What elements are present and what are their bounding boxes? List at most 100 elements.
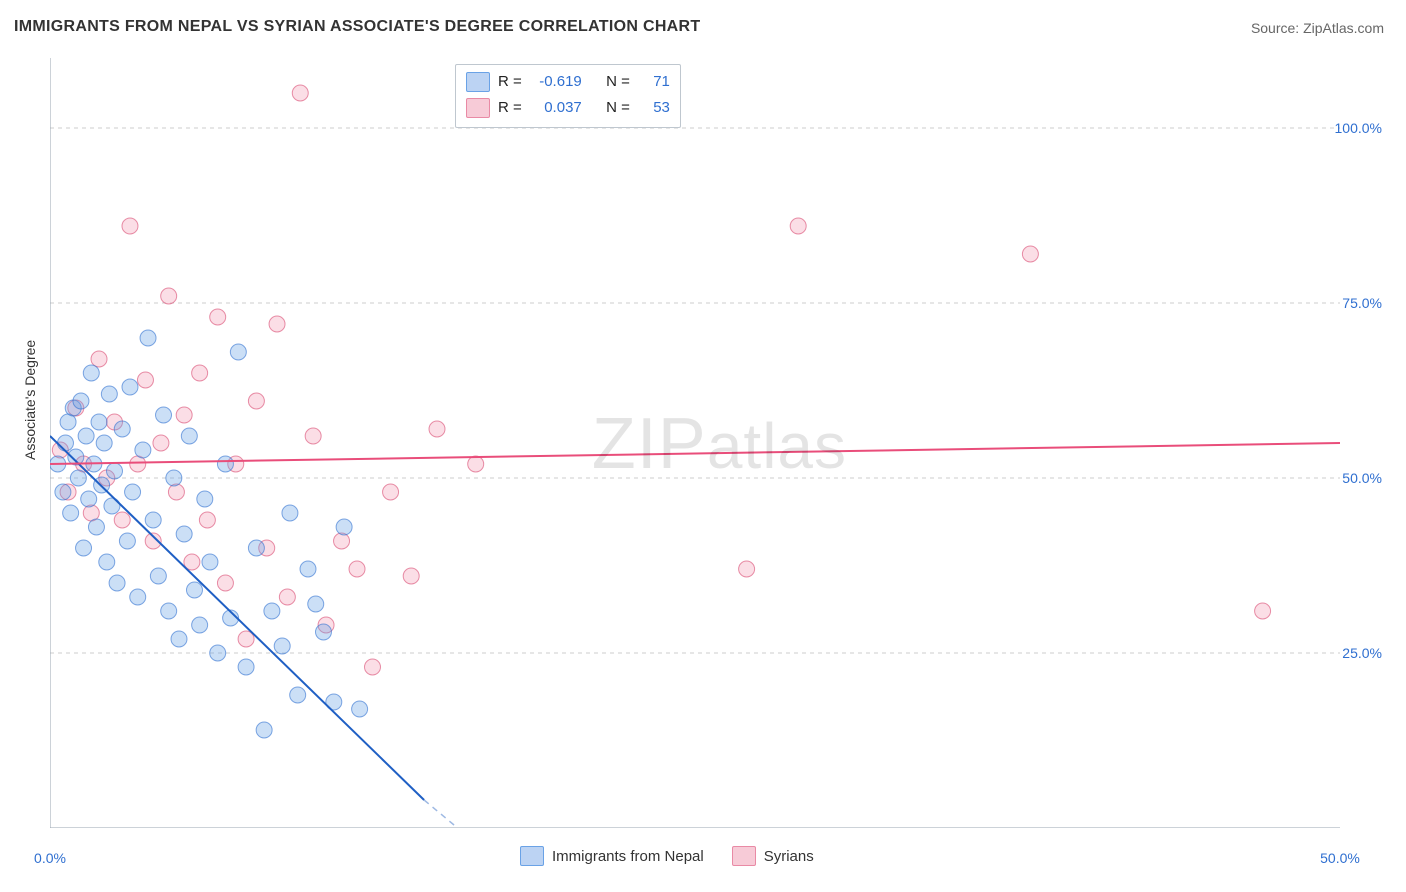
legend-series-label: Syrians	[764, 848, 814, 865]
chart-title: IMMIGRANTS FROM NEPAL VS SYRIAN ASSOCIAT…	[14, 18, 700, 36]
data-point	[114, 512, 130, 528]
data-point	[292, 85, 308, 101]
data-point	[210, 309, 226, 325]
legend-series-label: Immigrants from Nepal	[552, 848, 704, 865]
data-point	[107, 463, 123, 479]
legend-series: Immigrants from Nepal Syrians	[520, 846, 814, 866]
r-value: -0.619	[530, 69, 582, 95]
data-point	[1022, 246, 1038, 262]
data-point	[248, 393, 264, 409]
data-point	[91, 414, 107, 430]
data-point	[238, 659, 254, 675]
n-value: 71	[638, 69, 670, 95]
data-point	[125, 484, 141, 500]
n-label: N =	[606, 95, 630, 121]
data-point	[81, 491, 97, 507]
data-point	[57, 435, 73, 451]
data-point	[217, 456, 233, 472]
legend-stats: R =-0.619 N =71R =0.037 N =53	[455, 64, 681, 128]
data-point	[153, 435, 169, 451]
legend-swatch	[520, 846, 544, 866]
data-point	[166, 470, 182, 486]
data-point	[336, 519, 352, 535]
data-point	[300, 561, 316, 577]
data-point	[334, 533, 350, 549]
data-point	[168, 484, 184, 500]
data-point	[161, 603, 177, 619]
data-point	[199, 512, 215, 528]
data-point	[230, 344, 246, 360]
data-point	[150, 568, 166, 584]
data-point	[202, 554, 218, 570]
r-label: R =	[498, 95, 522, 121]
data-point	[76, 540, 92, 556]
data-point	[181, 428, 197, 444]
data-point	[248, 540, 264, 556]
data-point	[305, 428, 321, 444]
data-point	[140, 330, 156, 346]
data-point	[264, 603, 280, 619]
y-axis-label: Associate's Degree	[22, 340, 38, 460]
data-point	[171, 631, 187, 647]
legend-swatch	[732, 846, 756, 866]
data-point	[274, 638, 290, 654]
data-point	[349, 561, 365, 577]
data-point	[256, 722, 272, 738]
data-point	[96, 435, 112, 451]
data-point	[88, 519, 104, 535]
data-point	[55, 484, 71, 500]
data-point	[790, 218, 806, 234]
y-tick-label: 25.0%	[1342, 645, 1382, 661]
data-point	[70, 470, 86, 486]
data-point	[365, 659, 381, 675]
legend-series-item: Syrians	[732, 846, 814, 866]
data-point	[63, 505, 79, 521]
data-point	[308, 596, 324, 612]
data-point	[1255, 603, 1271, 619]
data-point	[176, 526, 192, 542]
trend-line-pink	[50, 443, 1340, 464]
data-point	[352, 701, 368, 717]
y-tick-label: 50.0%	[1342, 470, 1382, 486]
r-label: R =	[498, 69, 522, 95]
data-point	[279, 589, 295, 605]
data-point	[156, 407, 172, 423]
y-tick-label: 75.0%	[1342, 295, 1382, 311]
data-point	[135, 442, 151, 458]
trend-line-blue-dash	[424, 800, 458, 828]
data-point	[383, 484, 399, 500]
data-point	[739, 561, 755, 577]
data-point	[122, 218, 138, 234]
data-point	[186, 582, 202, 598]
data-point	[130, 589, 146, 605]
data-point	[73, 393, 89, 409]
source-credit: Source: ZipAtlas.com	[1251, 20, 1384, 36]
source-label: Source:	[1251, 20, 1303, 36]
source-site: ZipAtlas.com	[1303, 20, 1384, 36]
data-point	[192, 617, 208, 633]
data-point	[91, 351, 107, 367]
data-point	[145, 512, 161, 528]
data-point	[290, 687, 306, 703]
data-point	[403, 568, 419, 584]
n-label: N =	[606, 69, 630, 95]
data-point	[429, 421, 445, 437]
y-tick-label: 100.0%	[1335, 120, 1382, 136]
data-point	[83, 365, 99, 381]
data-point	[114, 421, 130, 437]
legend-swatch	[466, 98, 490, 118]
x-tick-label: 0.0%	[34, 850, 66, 866]
data-point	[210, 645, 226, 661]
data-point	[217, 575, 233, 591]
legend-stat-row: R =0.037 N =53	[466, 95, 670, 121]
data-point	[468, 456, 484, 472]
trend-line-blue	[50, 436, 424, 800]
legend-series-item: Immigrants from Nepal	[520, 846, 704, 866]
legend-stat-row: R = -0.619 N = 71	[466, 69, 670, 95]
n-value: 53	[638, 95, 670, 121]
data-point	[176, 407, 192, 423]
data-point	[99, 554, 115, 570]
data-point	[315, 624, 331, 640]
data-point	[197, 491, 213, 507]
data-point	[192, 365, 208, 381]
